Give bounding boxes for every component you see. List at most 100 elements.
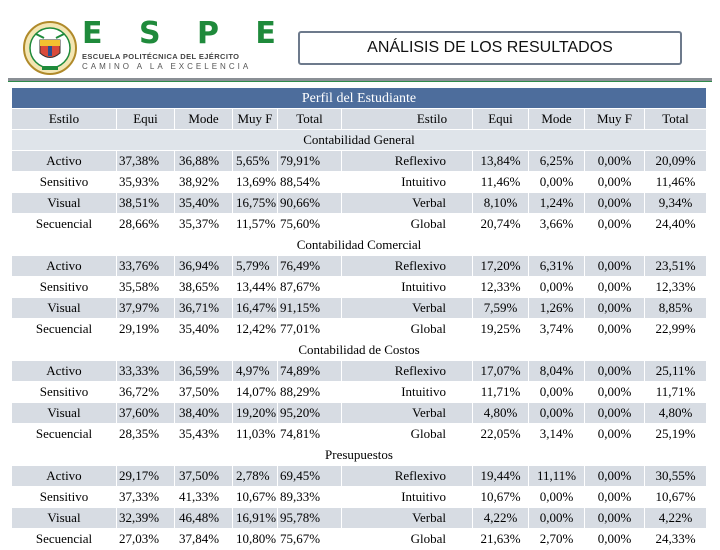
table-cell: 95,20% bbox=[278, 403, 342, 423]
table-cell: 46,48% bbox=[175, 508, 233, 528]
table-cell: 75,67% bbox=[278, 529, 342, 549]
slide-title: ANÁLISIS DE LOS RESULTADOS bbox=[367, 39, 613, 56]
table-row: Secuencial 28,66% 35,37% 11,57% 75,60% Global… bbox=[12, 214, 706, 235]
table-cell: Sensitivo bbox=[12, 382, 117, 402]
column-header: Estilo bbox=[342, 109, 473, 129]
table-cell: Verbal bbox=[342, 193, 473, 213]
header-divider-accent bbox=[8, 81, 712, 82]
table-cell: 11,71% bbox=[655, 384, 696, 399]
table-cell: Sensitivo bbox=[12, 172, 117, 192]
table-cell: Global bbox=[342, 529, 473, 549]
table-cell: 0,00% bbox=[529, 403, 585, 423]
table-cell: 30,55% bbox=[655, 468, 696, 483]
table-cell: 0,00% bbox=[529, 508, 585, 528]
table-cell: 37,60% bbox=[117, 403, 175, 423]
table-cell: Secuencial bbox=[12, 529, 117, 549]
column-header: Total bbox=[278, 109, 342, 129]
table-cell: 0,00% bbox=[529, 487, 585, 507]
table-cell: 36,88% bbox=[175, 151, 233, 171]
table-row: Visual 38,51% 35,40% 16,75% 90,66% Verbal 8,10… bbox=[12, 193, 706, 214]
table-cell: 37,84% bbox=[175, 529, 233, 549]
table-cell: 0,00% bbox=[529, 172, 585, 192]
brand-motto: CAMINO A LA EXCELENCIA bbox=[82, 62, 252, 71]
table-cell: 0,00% bbox=[585, 508, 645, 528]
table-cell: 41,33% bbox=[175, 487, 233, 507]
table-cell: 6,31% bbox=[529, 256, 585, 276]
table-cell: 37,50% bbox=[175, 382, 233, 402]
table-row: Visual 37,97% 36,71% 16,47% 91,15% Verbal 7,59… bbox=[12, 298, 706, 319]
table-cell: Sensitivo bbox=[12, 487, 117, 507]
table-cell: 25,11% bbox=[655, 363, 696, 378]
table-cell: 75,60% bbox=[278, 214, 342, 234]
table-cell: Verbal bbox=[342, 403, 473, 423]
table-cell: 27,03% bbox=[117, 529, 175, 549]
table-cell: 77,01% bbox=[278, 319, 342, 339]
table-cell: 4,22% bbox=[658, 510, 693, 525]
table-cell: 10,67% bbox=[473, 487, 529, 507]
table-row: Activo 29,17% 37,50% 2,78% 69,45% Reflexivo 19… bbox=[12, 466, 706, 487]
table-cell: Intuitivo bbox=[342, 277, 473, 297]
table-cell: Reflexivo bbox=[342, 256, 473, 276]
table-cell: Global bbox=[342, 214, 473, 234]
espe-seal-logo bbox=[22, 20, 78, 76]
slide-title-box: ANÁLISIS DE LOS RESULTADOS bbox=[298, 31, 682, 65]
table-cell: 13,44% bbox=[233, 277, 278, 297]
table-cell: 8,04% bbox=[529, 361, 585, 381]
table-cell: 29,19% bbox=[117, 319, 175, 339]
table-body: Contabilidad General Activo 37,38% 36,88% 5,… bbox=[12, 130, 706, 550]
table-row: Secuencial 28,35% 35,43% 11,03% 74,81% Global… bbox=[12, 424, 706, 445]
table-cell: 0,00% bbox=[529, 277, 585, 297]
table-cell: Activo bbox=[12, 256, 117, 276]
table-cell: Reflexivo bbox=[342, 466, 473, 486]
table-cell: 21,63% bbox=[473, 529, 529, 549]
table-cell: 7,59% bbox=[473, 298, 529, 318]
table-cell: 89,33% bbox=[278, 487, 342, 507]
table-cell: 19,25% bbox=[473, 319, 529, 339]
table-cell: 0,00% bbox=[585, 172, 645, 192]
table-cell: 11,03% bbox=[233, 424, 278, 444]
table-cell: 24,33% bbox=[655, 531, 696, 546]
table-cell: 29,17% bbox=[117, 466, 175, 486]
table-cell: 22,99% bbox=[655, 321, 696, 336]
column-header: Total bbox=[662, 111, 689, 126]
table-cell: 5,65% bbox=[233, 151, 278, 171]
column-header: Equi bbox=[117, 109, 175, 129]
table-cell: Visual bbox=[12, 508, 117, 528]
table-cell: 37,38% bbox=[117, 151, 175, 171]
table-cell: 23,51% bbox=[655, 258, 696, 273]
column-header: Mode bbox=[529, 109, 585, 129]
table-cell: 38,65% bbox=[175, 277, 233, 297]
table-row: Sensitivo 35,58% 38,65% 13,44% 87,67% Intuiti… bbox=[12, 277, 706, 298]
table-cell: Global bbox=[342, 424, 473, 444]
table-cell: 8,10% bbox=[473, 193, 529, 213]
table-cell: 0,00% bbox=[585, 529, 645, 549]
table-cell: 28,35% bbox=[117, 424, 175, 444]
table-cell: 4,80% bbox=[473, 403, 529, 423]
table-cell: 10,80% bbox=[233, 529, 278, 549]
table-cell: 12,33% bbox=[473, 277, 529, 297]
table-cell: 16,47% bbox=[233, 298, 278, 318]
table-cell: 3,14% bbox=[529, 424, 585, 444]
table-cell: 10,67% bbox=[233, 487, 278, 507]
table-cell: 3,74% bbox=[529, 319, 585, 339]
table-cell: Intuitivo bbox=[342, 382, 473, 402]
table-cell: 13,84% bbox=[473, 151, 529, 171]
table-cell: 38,92% bbox=[175, 172, 233, 192]
table-cell: 0,00% bbox=[585, 214, 645, 234]
table-cell: 20,74% bbox=[473, 214, 529, 234]
section-title: Contabilidad General bbox=[12, 130, 706, 151]
table-row: Activo 33,33% 36,59% 4,97% 74,89% Reflexivo 17… bbox=[12, 361, 706, 382]
section-title: Contabilidad Comercial bbox=[12, 235, 706, 256]
table-cell: 4,22% bbox=[473, 508, 529, 528]
table-cell: 5,79% bbox=[233, 256, 278, 276]
section-title: Contabilidad de Costos bbox=[12, 340, 706, 361]
table-cell: Visual bbox=[12, 193, 117, 213]
table-cell: 4,97% bbox=[233, 361, 278, 381]
table-cell: 36,59% bbox=[175, 361, 233, 381]
table-cell: 1,24% bbox=[529, 193, 585, 213]
table-cell: 95,78% bbox=[278, 508, 342, 528]
table-cell: 4,80% bbox=[658, 405, 693, 420]
table-cell: 35,37% bbox=[175, 214, 233, 234]
table-cell: 35,40% bbox=[175, 193, 233, 213]
table-cell: 11,11% bbox=[529, 466, 585, 486]
